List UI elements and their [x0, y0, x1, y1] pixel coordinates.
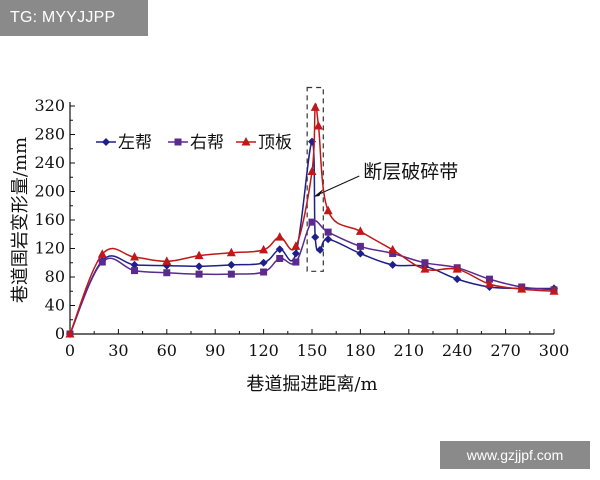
data-point	[355, 226, 365, 235]
x-tick-label: 180	[345, 341, 376, 360]
data-point	[549, 286, 559, 295]
data-point	[324, 228, 332, 236]
data-point	[130, 252, 140, 261]
data-point	[292, 258, 300, 266]
y-tick-label: 240	[34, 153, 65, 172]
data-point	[131, 267, 139, 275]
data-point	[356, 249, 365, 258]
x-tick-label: 240	[442, 341, 473, 360]
y-tick-label: 40	[45, 296, 65, 315]
data-point	[97, 249, 107, 258]
legend-swatch-marker	[102, 138, 110, 146]
legend-label: 顶板	[258, 133, 292, 153]
data-point	[388, 244, 398, 254]
fault-zone-box	[306, 86, 324, 272]
data-point	[98, 258, 106, 266]
data-point	[388, 260, 397, 269]
data-point	[130, 260, 139, 269]
data-point	[389, 249, 397, 257]
data-point	[259, 244, 269, 254]
data-point	[276, 254, 284, 262]
data-point	[259, 258, 268, 267]
legend-label: 左帮	[118, 133, 152, 153]
data-point	[453, 275, 462, 284]
data-point	[307, 166, 317, 176]
data-point	[195, 262, 204, 271]
data-point	[226, 247, 236, 257]
data-point	[227, 270, 235, 278]
fault-zone-label: 断层破碎带	[363, 161, 458, 183]
data-point	[517, 284, 527, 293]
y-tick-label: 200	[34, 182, 65, 201]
legend-swatch-marker	[241, 137, 251, 146]
data-point	[65, 329, 75, 338]
x-tick-label: 120	[248, 341, 279, 360]
data-point	[484, 279, 494, 288]
x-tick-label: 60	[157, 341, 177, 360]
data-point	[291, 241, 301, 250]
data-point	[291, 249, 300, 258]
y-tick-label: 80	[45, 267, 65, 286]
data-point	[260, 268, 268, 276]
data-point	[421, 259, 429, 267]
x-tick-label: 210	[394, 341, 425, 360]
series-3	[65, 102, 559, 338]
y-tick-label: 320	[34, 96, 65, 115]
data-point	[311, 233, 320, 242]
data-point	[162, 256, 172, 265]
chart-series	[65, 102, 559, 338]
data-point	[308, 218, 316, 226]
data-point	[310, 102, 320, 111]
data-point	[356, 242, 364, 250]
data-point	[163, 269, 171, 277]
chart-legend: 左帮 右帮 顶板	[96, 133, 292, 153]
data-point	[324, 235, 333, 244]
y-tick-label: 280	[34, 125, 65, 144]
x-tick-label: 30	[108, 341, 128, 360]
x-tick-label: 90	[205, 341, 225, 360]
fault-zone-annotation: 断层破碎带	[306, 86, 458, 272]
data-point	[452, 264, 462, 273]
data-point	[194, 250, 204, 260]
y-tick-label: 120	[34, 239, 65, 258]
data-point	[323, 205, 333, 215]
data-point	[227, 260, 236, 269]
fault-zone-arrow	[319, 175, 360, 195]
y-tick-label: 0	[55, 324, 65, 343]
x-axis-label: 巷道掘进距离/m	[246, 374, 377, 395]
data-point	[316, 245, 325, 254]
watermark-bottom: www.gzjjpf.com	[440, 441, 590, 469]
data-point	[275, 245, 284, 254]
legend-item: 右帮	[168, 133, 224, 153]
chart-axes: 0 30 60 90 120 150 180 210 240 270 300 0 40 80 120 160 2…	[10, 96, 569, 395]
legend-label: 右帮	[190, 133, 224, 153]
y-tick-label: 160	[34, 210, 65, 229]
watermark-top: TG: MYYJJPP	[0, 0, 148, 36]
data-point	[420, 264, 430, 273]
fault-zone-arrow-head	[313, 189, 324, 197]
legend-item: 左帮	[96, 133, 152, 153]
legend-swatch-marker	[174, 138, 182, 146]
x-tick-label: 150	[297, 341, 328, 360]
data-point	[195, 270, 203, 278]
data-point	[313, 120, 323, 130]
legend-item: 顶板	[236, 133, 292, 153]
x-tick-label: 0	[65, 341, 75, 360]
x-tick-label: 300	[539, 341, 570, 360]
y-axis-label: 巷道围岩变形量/mm	[10, 137, 31, 303]
data-point	[275, 232, 285, 241]
x-tick-label: 270	[490, 341, 521, 360]
